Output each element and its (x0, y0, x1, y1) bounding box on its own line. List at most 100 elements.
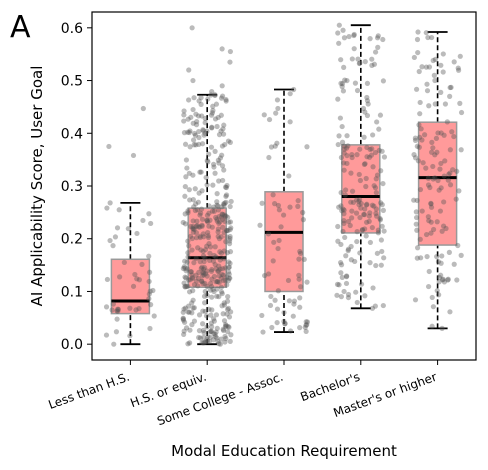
data-point (227, 226, 233, 233)
data-point (435, 177, 441, 184)
data-point (204, 182, 210, 188)
data-point (345, 246, 352, 252)
data-point (110, 301, 116, 307)
data-point (219, 46, 225, 52)
data-point (200, 231, 206, 237)
x-axis-label: Modal Education Requirement (171, 442, 397, 460)
data-point (224, 282, 230, 288)
data-point (218, 128, 224, 134)
data-point (413, 209, 419, 215)
data-point (341, 150, 347, 156)
data-point (370, 285, 376, 291)
data-point (341, 211, 347, 217)
data-point (202, 308, 208, 314)
data-point (193, 255, 199, 262)
data-point (217, 341, 223, 347)
data-point (270, 258, 276, 264)
data-point (445, 277, 451, 283)
data-point (438, 185, 444, 191)
data-point (378, 237, 384, 243)
data-point (375, 230, 381, 236)
data-point (341, 160, 347, 166)
data-point (429, 34, 435, 41)
data-point (381, 154, 388, 160)
data-point (191, 137, 197, 143)
data-point (349, 188, 356, 194)
data-point (341, 143, 347, 149)
data-point (379, 248, 385, 255)
data-point (349, 56, 355, 62)
data-point (213, 101, 220, 107)
data-point (287, 91, 293, 97)
data-point (206, 339, 212, 345)
data-point (223, 193, 229, 199)
data-point (369, 56, 375, 62)
data-point (454, 277, 460, 283)
data-point (358, 205, 364, 211)
data-point (206, 210, 212, 216)
data-point (436, 279, 442, 285)
data-point (215, 226, 222, 232)
data-point (208, 112, 215, 118)
points-group (103, 105, 157, 347)
data-point (282, 320, 288, 327)
data-point (280, 212, 287, 218)
data-point (204, 338, 211, 344)
data-point (220, 326, 226, 332)
data-point (456, 67, 462, 73)
data-point (214, 216, 220, 222)
data-point (355, 56, 361, 62)
data-point (194, 118, 200, 125)
data-point (227, 203, 233, 210)
data-point (200, 281, 206, 287)
data-point (190, 297, 196, 303)
data-point (430, 145, 436, 151)
data-point (218, 250, 225, 256)
data-point (286, 173, 292, 179)
data-point (376, 126, 382, 132)
data-point (183, 268, 189, 274)
data-point (215, 268, 221, 274)
data-point (340, 88, 347, 94)
data-point (146, 291, 152, 297)
data-point (127, 333, 133, 339)
data-point (195, 245, 201, 251)
data-point (201, 259, 207, 265)
data-point (352, 80, 359, 86)
data-point (212, 116, 219, 122)
data-point (223, 184, 230, 191)
data-point (447, 309, 453, 315)
data-point (430, 304, 436, 310)
data-point (423, 165, 429, 171)
data-point (182, 319, 188, 325)
data-point (134, 276, 140, 282)
data-point (221, 318, 228, 324)
data-point (210, 107, 216, 114)
data-point (211, 208, 217, 214)
data-point (215, 203, 221, 209)
data-point (209, 110, 215, 116)
data-point (186, 303, 192, 309)
data-point (205, 234, 212, 241)
data-point (186, 289, 193, 295)
data-point (335, 30, 341, 36)
data-point (278, 224, 284, 230)
data-point (220, 272, 226, 278)
data-point (343, 280, 350, 287)
data-point (414, 255, 420, 261)
data-point (196, 128, 202, 135)
data-point (214, 286, 220, 292)
data-point (359, 226, 366, 233)
data-point (210, 182, 216, 188)
data-point (185, 250, 191, 256)
data-point (446, 249, 452, 255)
data-point (291, 298, 298, 304)
data-point (214, 123, 220, 130)
data-point (216, 132, 223, 138)
data-point (208, 312, 214, 318)
data-point (203, 339, 209, 345)
data-point (219, 303, 225, 309)
data-point (272, 143, 278, 149)
data-point (334, 292, 340, 298)
data-point (200, 327, 207, 334)
